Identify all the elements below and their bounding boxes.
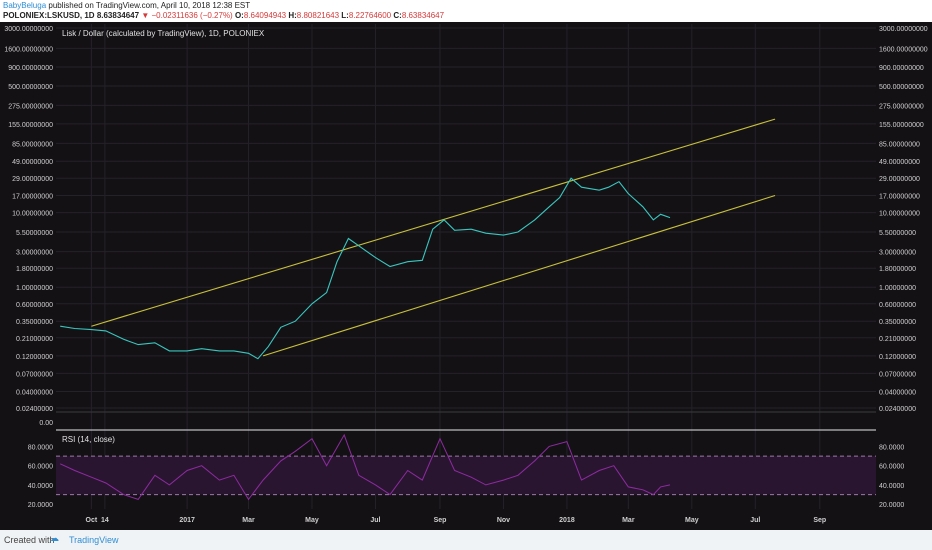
x-tick-label: Nov (497, 517, 510, 524)
y-tick-right: 1.80000000 (879, 266, 916, 273)
chart-marks (56, 118, 876, 501)
x-tick-label: 14 (101, 517, 109, 524)
last-price: 8.63834647 (96, 11, 140, 20)
y-tick-right: 0.12000000 (879, 354, 916, 361)
x-tick-label: Mar (622, 517, 635, 524)
x-tick-label: May (685, 517, 699, 524)
y-tick-right: 275.00000000 (879, 103, 924, 110)
y-tick-right: 0.04000000 (879, 389, 916, 396)
y-tick-right: 0.60000000 (879, 302, 916, 309)
high-value: 8.80821643 (296, 11, 340, 20)
y-tick-right: 900.00000000 (879, 65, 924, 72)
x-tick-label: Oct (86, 517, 98, 524)
y-tick-right: 3.00000000 (879, 250, 916, 257)
chart-background (0, 22, 932, 530)
x-tick-label: Mar (242, 517, 255, 524)
y-tick-left: 3000.00000000 (4, 26, 53, 33)
y-tick-left: 500.00000000 (8, 84, 53, 91)
open-label: O: (234, 11, 244, 20)
x-tick-label: Jul (370, 517, 380, 524)
y-tick-left: 0.12000000 (16, 354, 53, 361)
x-tick-label: Sep (813, 517, 826, 524)
y-tick-right: 10.00000000 (879, 211, 920, 218)
rsi-tick-right: 60.0000 (879, 464, 904, 471)
rsi-tick-left: 40.0000 (28, 483, 53, 490)
y-tick-right: 0.21000000 (879, 336, 916, 343)
y-tick-left: 17.00000000 (12, 194, 53, 201)
chart-grid (56, 24, 876, 509)
y-tick-right: 0.02400000 (879, 406, 916, 413)
y-tick-right: 155.00000000 (879, 122, 924, 129)
rsi-tick-right: 40.0000 (879, 483, 904, 490)
y-tick-left: 85.00000000 (12, 141, 53, 148)
symbol-label: POLONIEX:LSKUSD, 1D (3, 11, 95, 20)
rsi-tick-left: 60.0000 (28, 464, 53, 471)
y-tick-right: 3000.00000000 (879, 26, 928, 33)
y-tick-left: 0.35000000 (16, 319, 53, 326)
y-tick-right: 0.35000000 (879, 319, 916, 326)
tradingview-brand[interactable]: TradingView (69, 535, 119, 545)
rsi-tick-left: 80.0000 (28, 444, 53, 451)
y-tick-left: 275.00000000 (8, 103, 53, 110)
author-link[interactable]: BabyBeluga (3, 1, 47, 10)
y-tick-right: 5.50000000 (879, 230, 916, 237)
rsi-tick-right: 80.0000 (879, 444, 904, 451)
y-tick-right: 29.00000000 (879, 176, 920, 183)
y-tick-right: 500.00000000 (879, 84, 924, 91)
y-tick-right: 17.00000000 (879, 194, 920, 201)
y-tick-left: 1600.00000000 (4, 46, 53, 53)
y-tick-right: 1600.00000000 (879, 46, 928, 53)
x-tick-label: Sep (434, 517, 447, 524)
close-value: 8.63834647 (401, 11, 445, 20)
channel-lower-line (262, 194, 776, 357)
y-tick-left: 29.00000000 (12, 176, 53, 183)
y-tick-left: 1.80000000 (16, 266, 53, 273)
channel-upper-line (91, 118, 776, 327)
publish-info: published on TradingView.com, April 10, … (48, 1, 251, 10)
y-tick-left: 1.00000000 (16, 285, 53, 292)
open-value: 8.64094943 (243, 11, 287, 20)
y-tick-left: 900.00000000 (8, 65, 53, 72)
y-tick-right: 1.00000000 (879, 285, 916, 292)
x-tick-label: Jul (750, 517, 760, 524)
price-change: −0.02311636 (−0.27%) (151, 11, 233, 20)
rsi-tick-left: 20.0000 (28, 502, 53, 509)
close-label: C: (393, 11, 402, 20)
chart-title: Lisk / Dollar (calculated by TradingView… (62, 29, 265, 38)
publish-line: BabyBeluga published on TradingView.com,… (3, 1, 250, 11)
y-tick-left: 49.00000000 (12, 159, 53, 166)
x-tick-label: May (305, 517, 319, 524)
rsi-tick-right: 20.0000 (879, 502, 904, 509)
axis-labels: 3000.00000000 3000.00000000 1600.00000000 1… (4, 26, 927, 524)
y-tick-right: 85.00000000 (879, 141, 920, 148)
tradingview-logo-icon[interactable]: ☁ (50, 533, 59, 543)
zero-label: 0.00 (39, 420, 53, 427)
low-label: L: (341, 11, 349, 20)
x-tick-label: 2018 (559, 517, 575, 524)
ohlc-line: POLONIEX:LSKUSD, 1D 8.63834647 ▼ −0.0231… (3, 11, 444, 21)
y-tick-left: 10.00000000 (12, 211, 53, 218)
rsi-series-line (59, 433, 671, 501)
high-label: H: (288, 11, 297, 20)
y-tick-left: 0.04000000 (16, 389, 53, 396)
y-tick-left: 0.60000000 (16, 302, 53, 309)
y-tick-right: 49.00000000 (879, 159, 920, 166)
y-tick-left: 3.00000000 (16, 250, 53, 257)
chart-header: BabyBeluga published on TradingView.com,… (0, 0, 932, 22)
y-tick-left: 0.21000000 (16, 336, 53, 343)
rsi-title: RSI (14, close) (62, 435, 115, 444)
footer-bar: Created with ☁ TradingView (0, 530, 932, 550)
price-series-line (60, 177, 671, 360)
price-chart[interactable]: 3000.00000000 3000.00000000 1600.00000000 1… (0, 22, 932, 530)
low-value: 8.22764600 (348, 11, 392, 20)
y-tick-left: 0.07000000 (16, 371, 53, 378)
y-tick-left: 0.02400000 (16, 406, 53, 413)
x-tick-label: 2017 (179, 517, 195, 524)
y-tick-left: 5.50000000 (16, 230, 53, 237)
y-tick-right: 0.07000000 (879, 371, 916, 378)
created-with-label: Created with (4, 535, 55, 545)
down-arrow-icon: ▼ (141, 11, 150, 20)
y-tick-left: 155.00000000 (8, 122, 53, 129)
